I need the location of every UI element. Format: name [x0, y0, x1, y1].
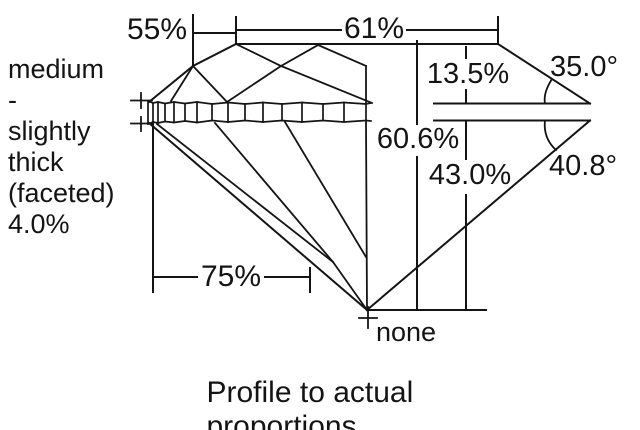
pavilion-facets — [147, 119, 592, 312]
pavilion-angle-arc — [543, 119, 558, 152]
star-length-label: 55% — [127, 13, 188, 46]
culet-label: none — [376, 317, 437, 347]
angle-arcs — [543, 77, 558, 152]
pavilion-depth-label: 43.0% — [428, 159, 512, 191]
girdle-description-line: slightly — [8, 116, 91, 146]
crown-angle-label: 35.0° — [550, 51, 619, 83]
girdle-description-line: - — [8, 85, 17, 115]
figure-caption: Profile to actual proportions — [206, 376, 414, 430]
girdle-extension-lines — [433, 102, 591, 122]
culet-cross-icon — [358, 306, 378, 329]
pavilion-angle-label: 40.8° — [549, 150, 618, 182]
crown-facets — [169, 42, 374, 105]
girdle-description-line: 4.0% — [8, 209, 70, 239]
lower-girdle-lines — [152, 121, 311, 293]
girdle-description-line: medium — [8, 54, 105, 84]
girdle-description-line: thick — [8, 147, 64, 177]
girdle-band — [146, 99, 373, 126]
girdle-description-line: (faceted) — [8, 178, 115, 208]
crown-outline — [147, 42, 592, 105]
lower-girdle-label: 75% — [200, 260, 262, 293]
total-depth-label: 60.6% — [376, 123, 460, 155]
table-size-lines — [235, 16, 499, 45]
crown-height-label: 13.5% — [426, 58, 510, 90]
table-size-label: 61% — [343, 12, 405, 45]
crown-angle-arc — [543, 77, 554, 105]
girdle-description: medium - slightly thick (faceted) 4.0% — [8, 54, 115, 240]
girdle-tick-icons — [130, 92, 153, 132]
star-length-lines — [192, 14, 237, 67]
